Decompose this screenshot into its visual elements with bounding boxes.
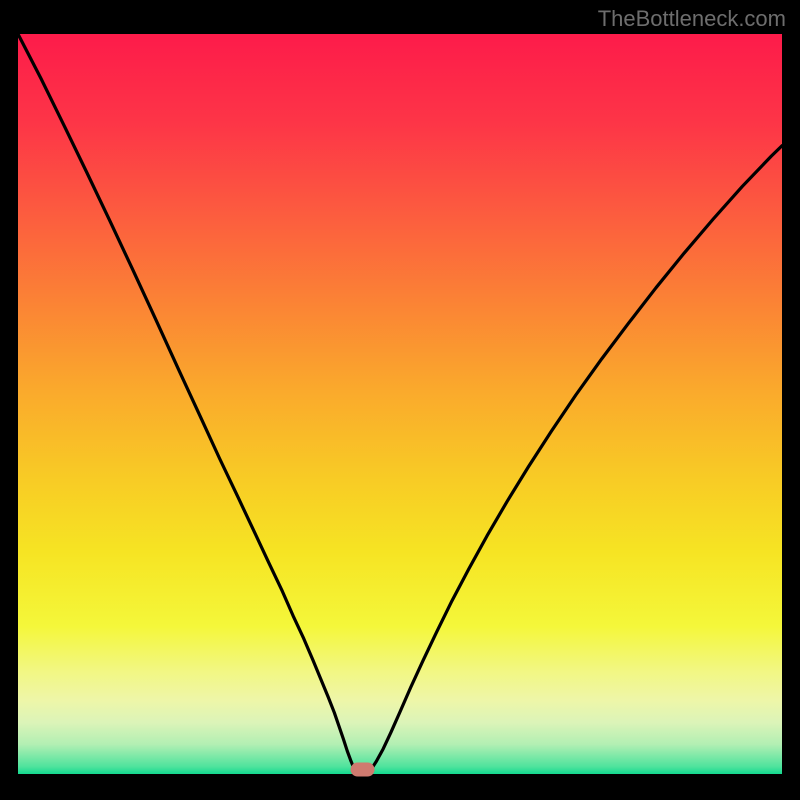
watermark-text: TheBottleneck.com <box>598 6 786 32</box>
chart-canvas: TheBottleneck.com <box>0 0 800 800</box>
plot-background <box>18 34 782 774</box>
gradient-chart <box>0 0 800 800</box>
optimum-marker <box>351 763 375 777</box>
